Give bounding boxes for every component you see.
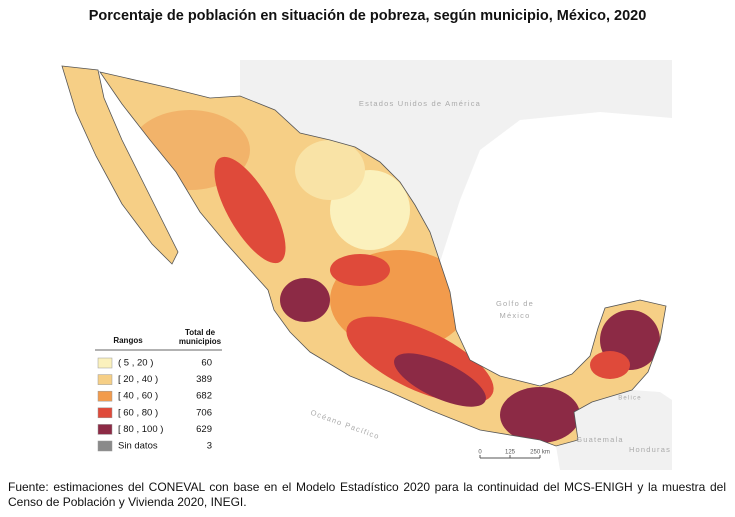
central-america-land [556,390,672,470]
legend-range: [ 40 , 60 ) [118,391,158,402]
legend-count: 682 [196,391,212,402]
map: Estados Unidos de América Golfo de Méxic… [61,60,672,470]
legend-swatch [97,440,113,452]
usa-label: Estados Unidos de América [359,99,481,108]
legend-count: 706 [196,407,212,418]
country-outline [61,65,667,447]
honduras-label: Honduras [629,445,671,454]
legend-swatch [97,374,113,385]
area [590,351,630,379]
scale-label: 0 [478,450,482,456]
legend-count: 3 [207,441,212,452]
legend-count: 389 [196,374,212,385]
area [330,254,390,286]
title: Porcentaje de población en situación de … [88,8,647,24]
legend-swatch [97,407,113,419]
legend: Rangos Total de municipios ( 5 , 20 ) 60 [… [95,328,222,452]
legend-count: 629 [196,424,212,435]
legend-range: ( 5 , 20 ) [118,358,153,369]
source-note: Fuente: estimaciones del CONEVAL con bas… [8,480,726,509]
legend-header: Rangos [113,336,143,345]
legend-count: 60 [201,358,212,369]
gulf-label: Golfo de [496,299,534,308]
area [280,278,330,322]
scale-label: 250 km [530,450,550,456]
legend-swatch [97,424,113,435]
legend-range: Sin datos [118,441,158,452]
guatemala-label: Guatemala [576,435,624,444]
area [394,353,486,407]
area [500,387,580,443]
usa-land [240,60,672,262]
legend-header: municipios [179,337,222,346]
legend-range: [ 20 , 40 ) [118,374,158,385]
legend-header: Total de [185,328,216,337]
scale-bar: 0 125 250 km [478,450,550,459]
area [295,140,365,200]
gulf-label: México [500,311,531,320]
area [214,156,286,264]
legend-range: [ 60 , 80 ) [118,407,158,418]
legend-range: [ 80 , 100 ) [118,424,163,435]
legend-swatch [97,390,113,402]
legend-swatch [97,357,113,369]
belize-label: Belice [618,396,642,402]
scale-label: 125 [505,450,516,456]
